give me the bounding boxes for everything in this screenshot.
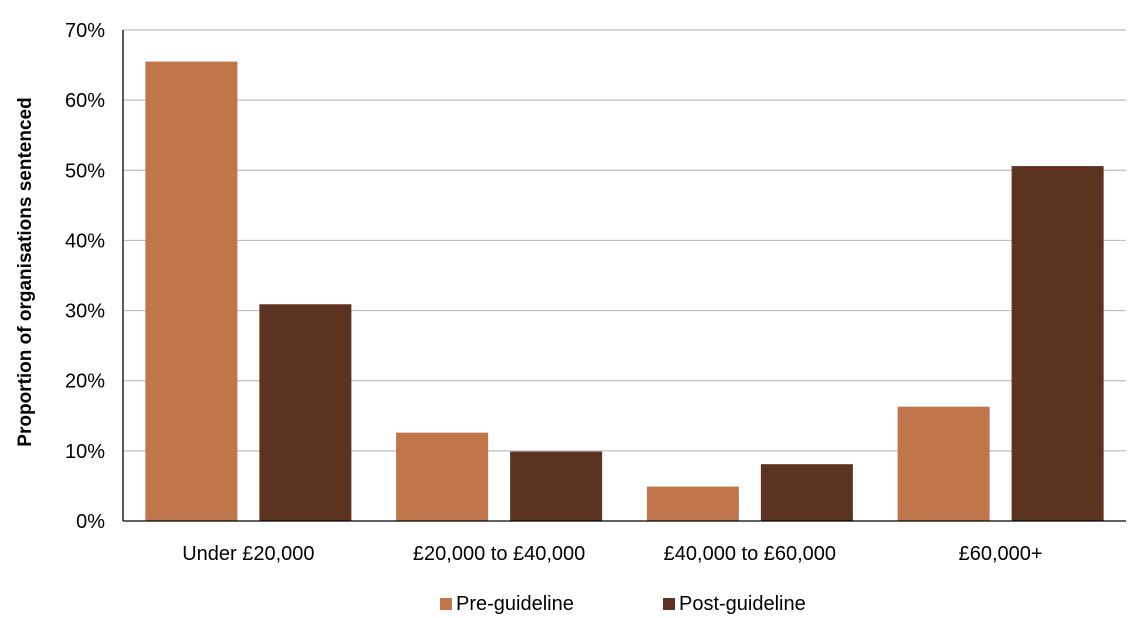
bars	[145, 61, 1104, 522]
x-category-label: £40,000 to £60,000	[664, 543, 836, 565]
legend-swatch	[663, 598, 675, 610]
y-tick-label: 60%	[65, 90, 105, 112]
x-category-label: £60,000+	[959, 543, 1043, 565]
y-tick-label: 10%	[65, 441, 105, 463]
y-tick-label: 20%	[65, 371, 105, 393]
bar-post-guideline	[510, 451, 603, 521]
x-category-label: £20,000 to £40,000	[413, 543, 585, 565]
x-category-label: Under £20,000	[182, 543, 314, 565]
bar-pre-guideline	[396, 432, 489, 521]
x-category-labels: Under £20,000 £20,000 to £40,000 £40,000 t…	[182, 543, 1042, 565]
y-tick-labels: 0% 10% 20% 30% 40% 50% 60% 70%	[65, 20, 105, 533]
axes	[122, 30, 1126, 522]
legend-label: Pre-guideline	[456, 593, 574, 615]
bar-post-guideline	[259, 304, 352, 521]
y-tick-label: 30%	[65, 301, 105, 323]
y-tick-label: 50%	[65, 160, 105, 182]
bar-post-guideline	[760, 464, 853, 521]
bar-pre-guideline	[897, 406, 990, 521]
legend-label: Post-guideline	[679, 593, 806, 615]
legend: Pre-guideline Post-guideline	[440, 593, 806, 615]
y-tick-label: 0%	[76, 511, 105, 533]
y-axis-title: Proportion of organisations sentenced	[15, 97, 36, 446]
bar-pre-guideline	[646, 486, 739, 521]
bar-pre-guideline	[145, 61, 238, 522]
y-tick-label: 40%	[65, 230, 105, 252]
bar-post-guideline	[1011, 166, 1104, 521]
legend-swatch	[440, 598, 452, 610]
y-tick-label: 70%	[65, 20, 105, 42]
